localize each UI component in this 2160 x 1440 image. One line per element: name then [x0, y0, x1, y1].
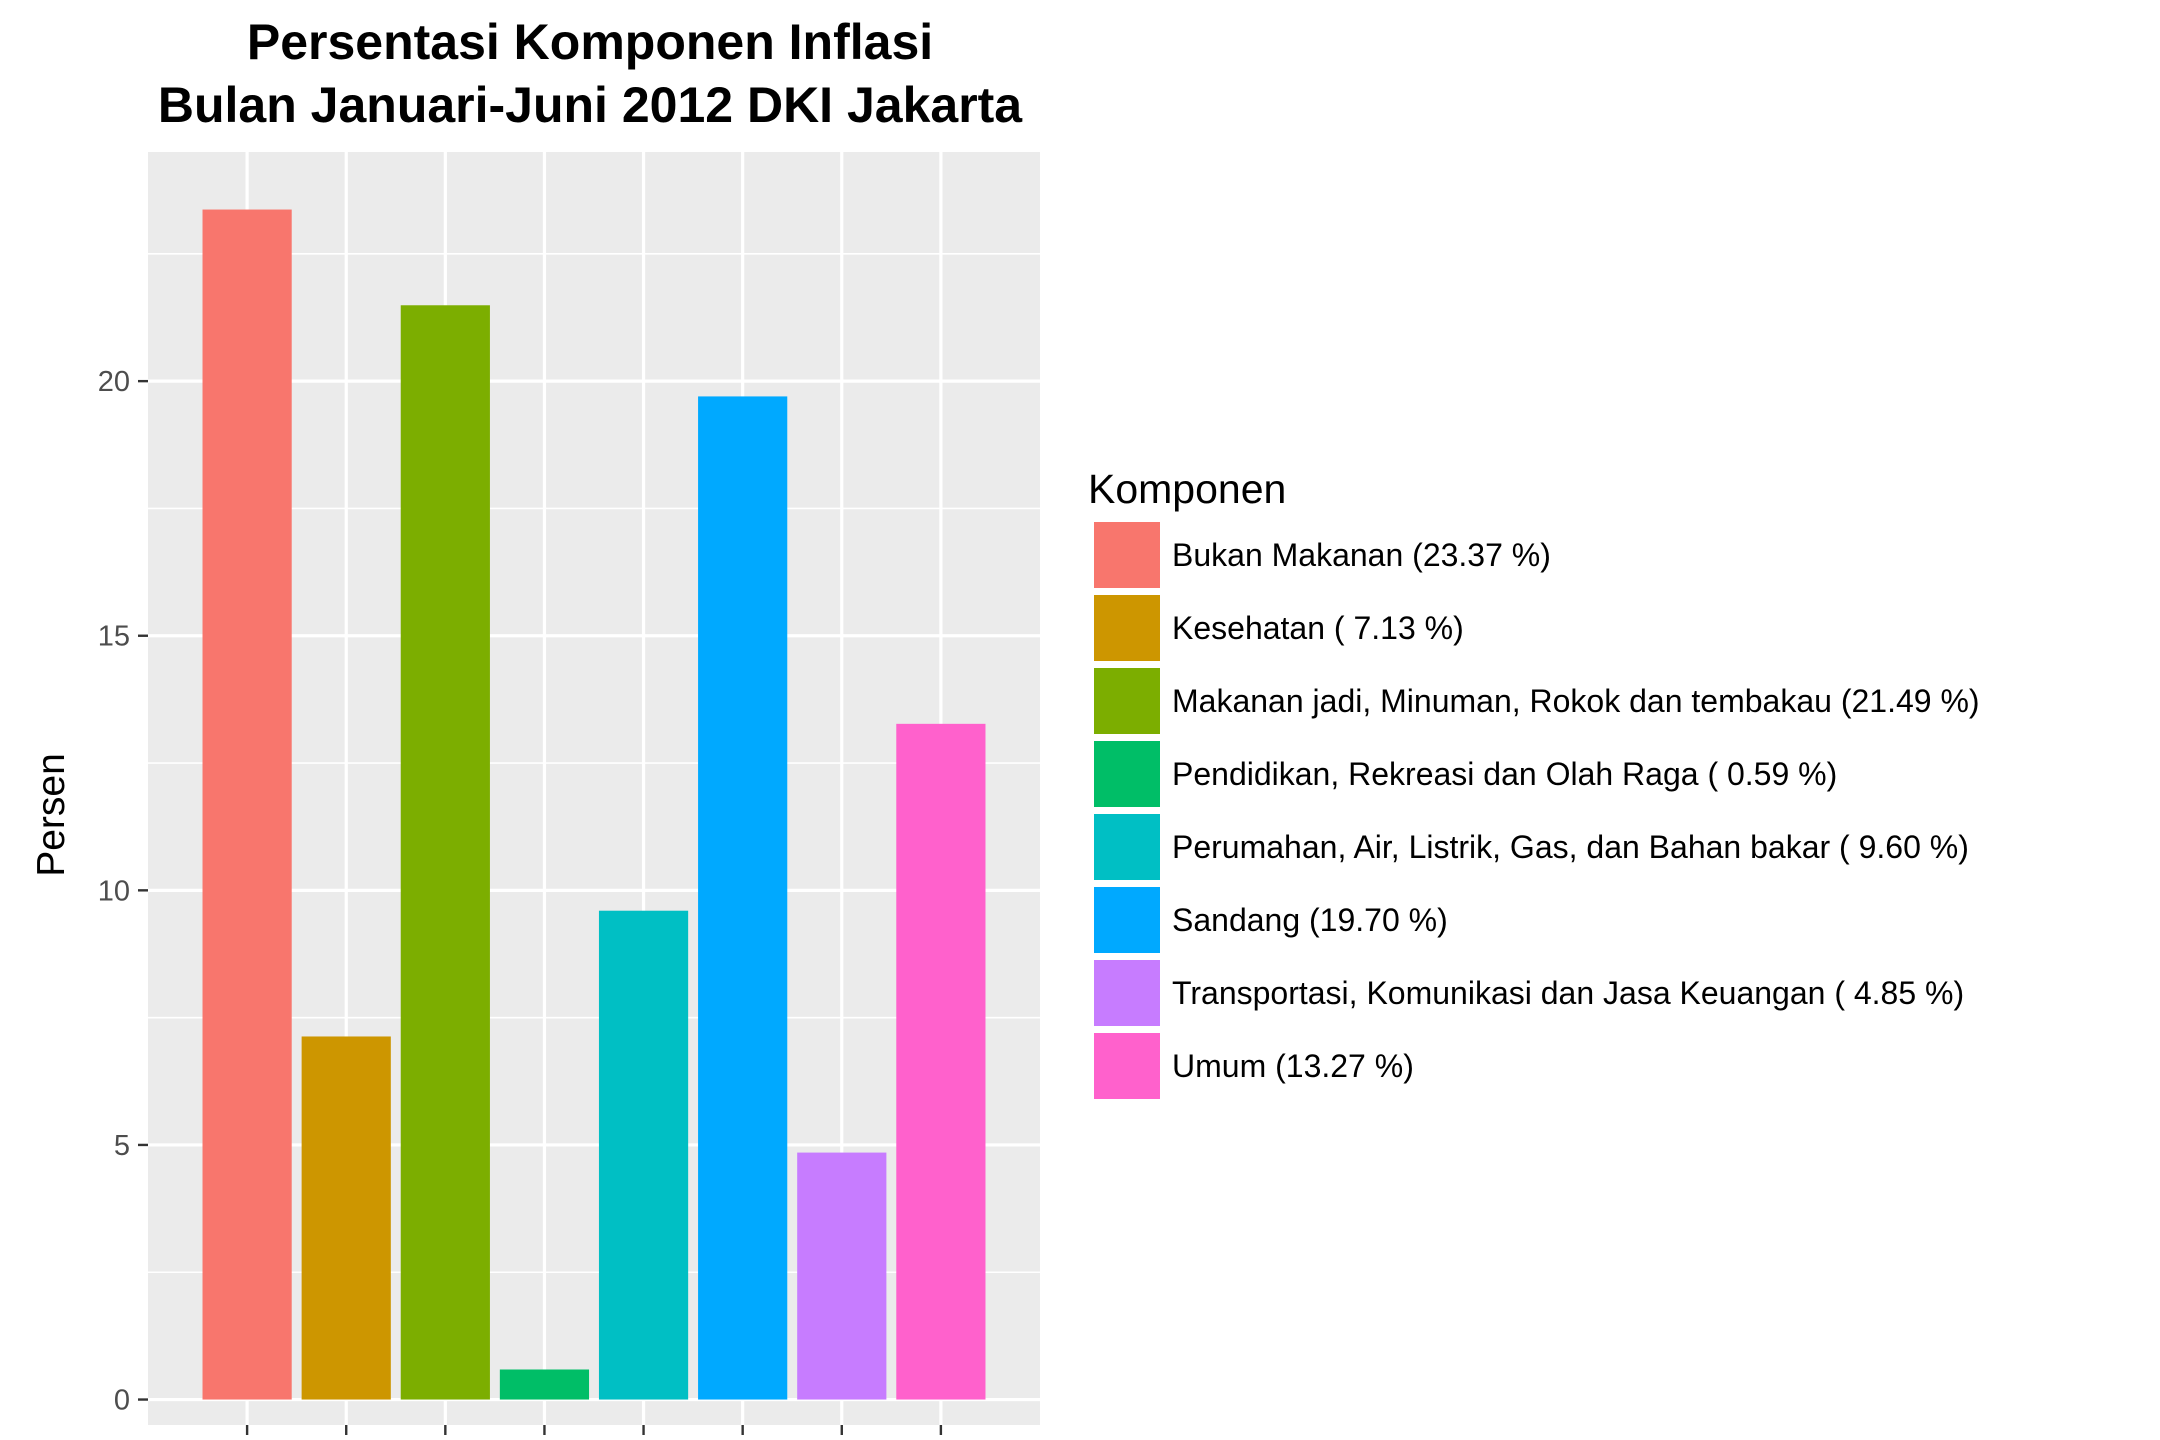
- legend-key: [1094, 595, 1160, 661]
- legend-key: [1094, 668, 1160, 734]
- legend-label: Bukan Makanan (23.37 %): [1172, 537, 1551, 573]
- chart-subtitle: Bulan Januari-Juni 2012 DKI Jakarta: [158, 77, 1023, 133]
- chart-title: Persentasi Komponen Inflasi: [247, 14, 933, 70]
- minor-gridlines: [148, 253, 1040, 1274]
- legend-label: Sandang (19.70 %): [1172, 902, 1448, 938]
- legend: Komponen Bukan Makanan (23.37 %) Kesehata…: [1088, 466, 1980, 1099]
- legend-key: [1094, 1033, 1160, 1099]
- legend-key: [1094, 887, 1160, 953]
- bar: [598, 910, 689, 1400]
- legend-key: [1094, 814, 1160, 880]
- y-tick-label: 0: [114, 1385, 130, 1417]
- bar: [499, 1369, 590, 1400]
- legend-label: Kesehatan ( 7.13 %): [1172, 610, 1464, 646]
- legend-key: [1094, 960, 1160, 1026]
- legend-label: Perumahan, Air, Listrik, Gas, dan Bahan …: [1172, 829, 1969, 865]
- bar: [896, 723, 986, 1400]
- bar: [202, 209, 292, 1400]
- y-tick-label: 20: [98, 366, 130, 398]
- y-tick-label: 15: [98, 621, 130, 653]
- legend-key: [1094, 522, 1160, 588]
- y-tick-label: 10: [98, 875, 130, 907]
- bar: [698, 396, 788, 1400]
- legend-title: Komponen: [1088, 466, 1286, 512]
- legend-label: Umum (13.27 %): [1172, 1048, 1414, 1084]
- legend-label: Makanan jadi, Minuman, Rokok dan tembaka…: [1172, 683, 1980, 719]
- legend-key: [1094, 741, 1160, 807]
- legend-items: Bukan Makanan (23.37 %) Kesehatan ( 7.13 …: [1094, 522, 1980, 1099]
- bars: [202, 209, 986, 1400]
- bar: [301, 1036, 391, 1400]
- y-tick-label: 5: [114, 1130, 130, 1162]
- bar: [797, 1152, 887, 1400]
- legend-label: Pendidikan, Rekreasi dan Olah Raga ( 0.5…: [1172, 756, 1837, 792]
- y-axis: 0 5 10 15 20: [98, 366, 148, 1417]
- bar: [400, 305, 490, 1400]
- y-axis-title: Persen: [30, 753, 73, 877]
- x-axis: [245, 1425, 943, 1435]
- plot-panel: [148, 152, 1040, 1425]
- legend-label: Transportasi, Komunikasi dan Jasa Keuang…: [1172, 975, 1964, 1011]
